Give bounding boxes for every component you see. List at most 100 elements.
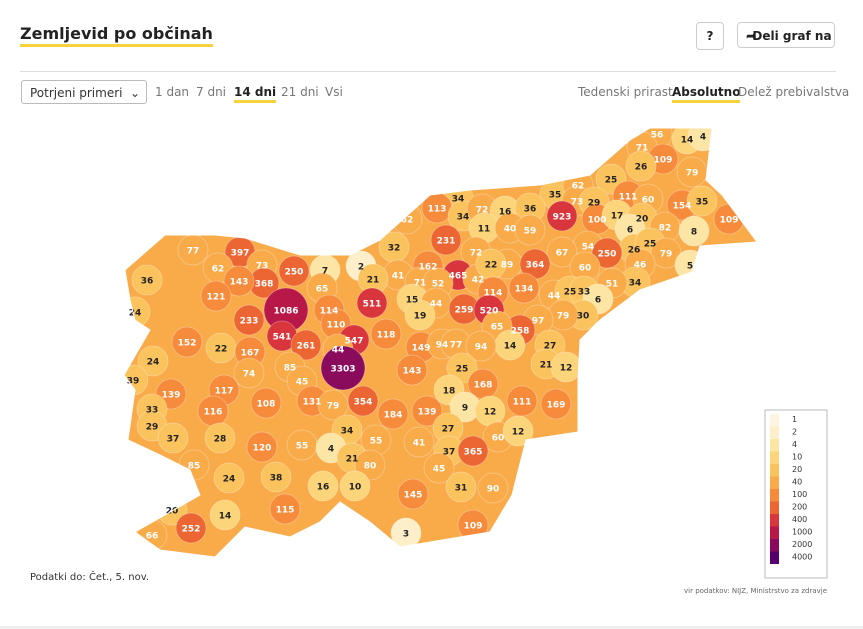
- municipality-label: 261: [297, 342, 316, 352]
- municipality-label: 36: [141, 277, 154, 287]
- municipality-label: 79: [327, 402, 340, 412]
- municipality-label: 62: [572, 182, 585, 192]
- municipality-label: 29: [588, 199, 601, 209]
- help-button[interactable]: ?: [696, 22, 724, 50]
- legend-swatch: [770, 551, 779, 564]
- municipality: [250, 387, 282, 419]
- legend-swatch: [770, 514, 779, 527]
- municipality-label: 111: [513, 398, 532, 408]
- municipality-label: 41: [392, 272, 405, 282]
- municipality-label: 149: [412, 344, 431, 354]
- measure-tab[interactable]: Tedenski prirast: [578, 85, 673, 99]
- period-tab[interactable]: 14 dni: [234, 84, 277, 103]
- municipality-label: 114: [484, 289, 503, 299]
- municipality: [204, 422, 236, 454]
- municipality-label: 21: [367, 276, 380, 286]
- municipality-label: 1086: [273, 307, 298, 317]
- municipality-label: 511: [363, 300, 382, 310]
- municipality-label: 56: [651, 131, 664, 141]
- municipality-label: 25: [564, 288, 577, 298]
- municipality-label: 19: [414, 312, 427, 322]
- share-button[interactable]: ➦ Deli graf na: [737, 22, 835, 48]
- municipality-label: 17: [611, 212, 624, 222]
- municipality-label: 233: [240, 317, 259, 327]
- municipality-label: 71: [636, 144, 649, 154]
- legend-swatch: [770, 439, 779, 452]
- municipality: [290, 329, 322, 361]
- municipality-label: 169: [547, 401, 566, 411]
- municipality-label: 38: [270, 474, 283, 484]
- municipality-label: 2: [358, 263, 364, 273]
- municipality-label: 20: [636, 215, 649, 225]
- municipality-label: 27: [442, 425, 455, 435]
- municipality-label: 94: [436, 341, 449, 351]
- municipality: [260, 461, 292, 493]
- municipality-label: 74: [243, 370, 256, 380]
- municipality-label: 36: [524, 205, 537, 215]
- period-tab[interactable]: 7 dni: [196, 85, 227, 99]
- municipality: [457, 435, 489, 467]
- municipality: [423, 452, 455, 484]
- municipality-label: 34: [341, 427, 354, 437]
- municipality-label: 143: [403, 367, 422, 377]
- legend-label: 1000: [792, 528, 812, 537]
- municipality-label: 143: [230, 278, 249, 288]
- municipality-label: 82: [659, 224, 672, 234]
- municipality-label: 34: [629, 279, 642, 289]
- municipality-label: 67: [556, 249, 569, 259]
- municipality-label: 16: [317, 483, 330, 493]
- municipality: [200, 280, 232, 312]
- municipality-label: 250: [598, 250, 617, 260]
- municipality-label: 131: [303, 398, 322, 408]
- municipality-label: 72: [470, 249, 483, 259]
- municipality: [514, 214, 546, 246]
- title: Zemljevid po občinah: [20, 24, 213, 47]
- municipality-label: 31: [455, 484, 468, 494]
- municipality-label: 9: [462, 404, 468, 414]
- period-tab[interactable]: 21 dni: [281, 85, 319, 99]
- municipality: [625, 150, 657, 182]
- period-tab[interactable]: 1 dan: [155, 85, 190, 99]
- municipality-label: 134: [515, 285, 534, 295]
- municipality-label: 547: [345, 337, 364, 347]
- municipality: [370, 318, 402, 350]
- measure-tab[interactable]: Delež prebivalstva: [738, 85, 850, 99]
- municipality: [502, 415, 534, 447]
- municipality-label: 14: [504, 342, 517, 352]
- municipality-label: 184: [384, 411, 403, 421]
- municipality-label: 541: [273, 333, 292, 343]
- municipality-label: 27: [544, 342, 557, 352]
- municipality-label: 110: [327, 321, 346, 331]
- period-tab[interactable]: Vsi: [325, 85, 343, 99]
- municipality-label: 8: [691, 228, 697, 238]
- metric-select[interactable]: Potrjeni primeri ⌄: [21, 80, 147, 104]
- municipality-label: 6: [627, 226, 633, 236]
- municipality-label: 16: [499, 208, 512, 218]
- municipality: [269, 493, 301, 525]
- municipality-label: 111: [619, 193, 638, 203]
- municipality: [317, 389, 349, 421]
- municipality-label: 72: [476, 206, 489, 216]
- measure-tab[interactable]: Absolutno: [672, 84, 741, 103]
- municipality-label: 34: [457, 213, 470, 223]
- municipality-label: 60: [579, 264, 592, 274]
- municipality: [396, 354, 428, 386]
- municipality-label: 4: [328, 445, 334, 455]
- legend-label: 2000: [792, 540, 812, 549]
- municipality-label: 115: [276, 506, 295, 516]
- municipality-label: 66: [146, 532, 159, 542]
- municipality-label: 113: [428, 205, 447, 215]
- municipality-label: 923: [553, 213, 572, 223]
- municipality-label: 85: [188, 462, 201, 472]
- municipality-label: 152: [178, 339, 197, 349]
- municipality: [591, 237, 623, 269]
- municipality-label: 154: [673, 202, 692, 212]
- municipality-label: 73: [571, 198, 584, 208]
- municipality-label: 35: [549, 191, 562, 201]
- municipality: [320, 345, 366, 391]
- municipality: [508, 272, 540, 304]
- municipality-label: 37: [167, 435, 180, 445]
- municipality-label: 354: [354, 398, 373, 408]
- municipality-label: 120: [253, 444, 272, 454]
- municipality: [246, 431, 278, 463]
